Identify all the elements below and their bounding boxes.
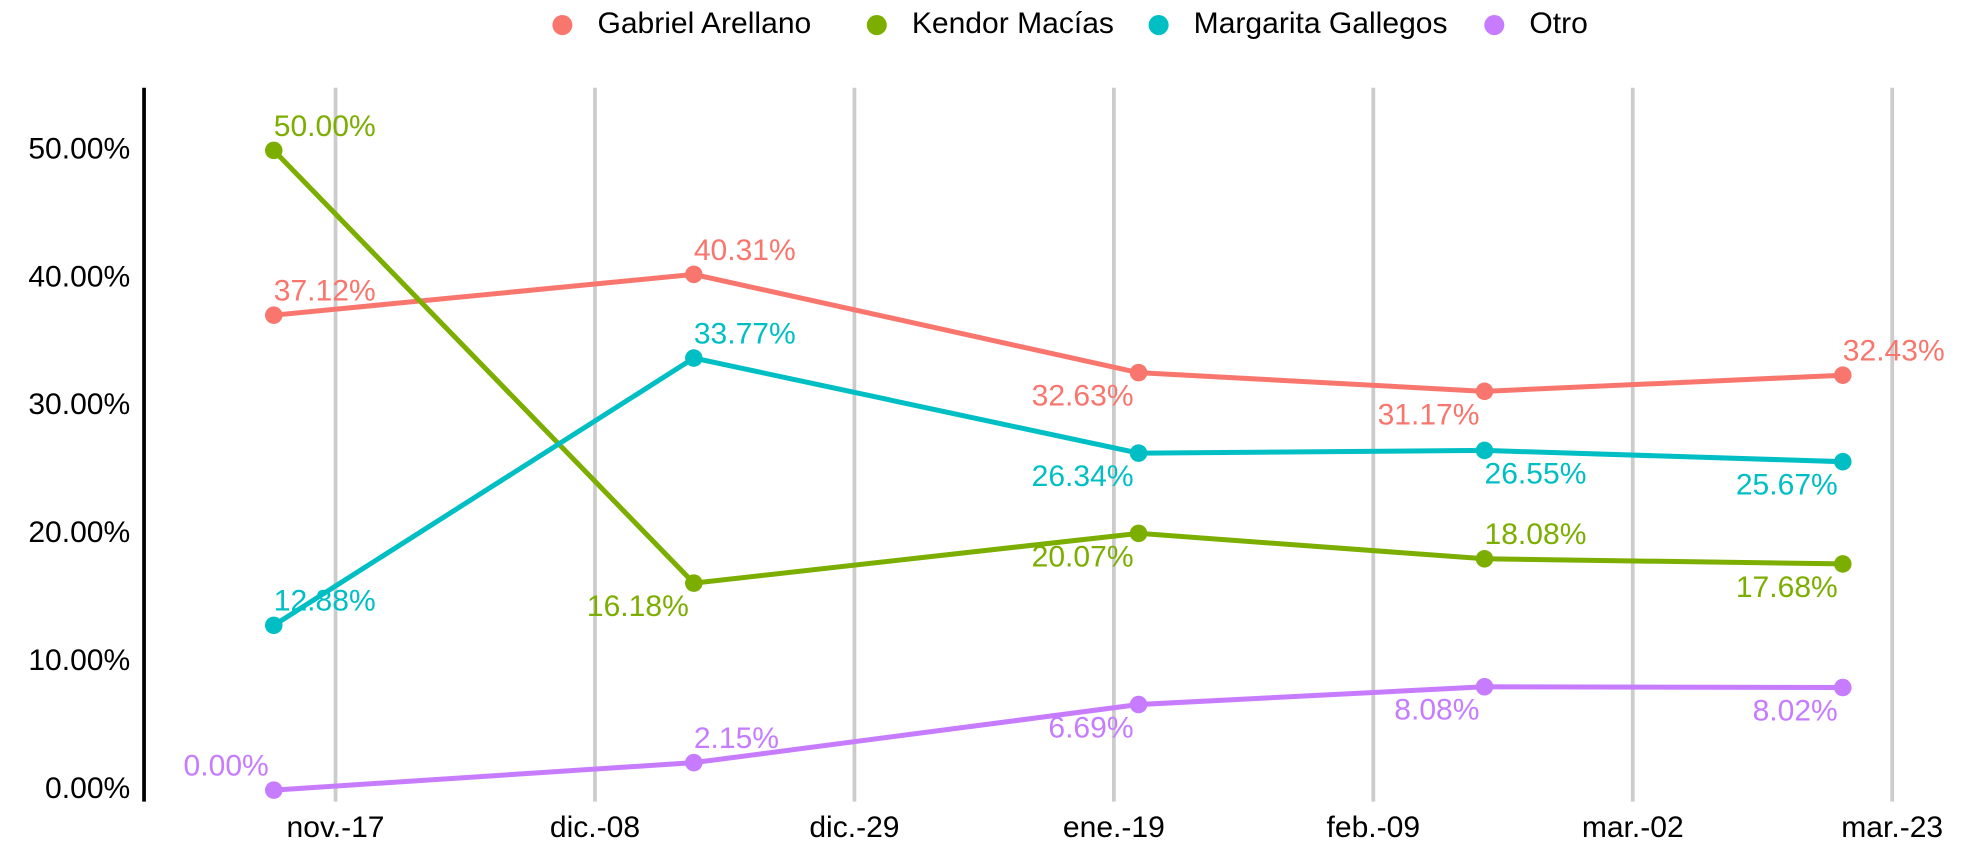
point <box>264 616 283 635</box>
point <box>264 306 283 324</box>
series-line <box>271 148 1843 586</box>
data-label: 8.02% <box>1753 695 1838 728</box>
legend-label: Kendor Macías <box>912 7 1114 40</box>
data-label: 2.15% <box>694 722 779 755</box>
point <box>1129 524 1148 543</box>
x-tick-label: dic.-29 <box>809 811 899 843</box>
point <box>1475 441 1494 460</box>
data-label: 17.68% <box>1736 571 1838 604</box>
data-label: 50.00% <box>274 110 376 143</box>
x-tick-label: feb.-09 <box>1327 811 1421 843</box>
point <box>685 265 703 284</box>
y-tick-label: 50.00% <box>28 132 130 165</box>
data-label: 32.43% <box>1843 335 1945 368</box>
legend-marker <box>552 15 573 36</box>
data-label: 40.31% <box>694 234 796 267</box>
y-tick-label: 0.00% <box>45 772 130 805</box>
point <box>264 781 283 799</box>
y-tick-label: 30.00% <box>28 388 130 421</box>
point <box>1834 555 1852 573</box>
point <box>1834 678 1852 697</box>
data-label: 8.08% <box>1394 694 1479 727</box>
legend-label: Otro <box>1529 7 1587 40</box>
data-label: 26.34% <box>1032 460 1134 493</box>
series-line <box>273 271 1843 394</box>
legend-marker <box>1148 15 1169 36</box>
data-label: 6.69% <box>1048 712 1133 745</box>
data-label: 18.08% <box>1485 518 1587 551</box>
x-tick-label: dic.-08 <box>550 811 640 843</box>
point <box>1834 366 1852 384</box>
data-label: 33.77% <box>694 317 796 350</box>
x-tick-label: mar.-23 <box>1841 811 1943 843</box>
x-tick-label: nov.-17 <box>287 811 385 843</box>
data-label: 0.00% <box>184 750 269 783</box>
y-tick-label: 20.00% <box>28 516 130 549</box>
data-label: 16.18% <box>587 590 689 623</box>
data-label: 32.63% <box>1032 380 1134 413</box>
point <box>685 753 703 772</box>
point <box>1129 695 1148 714</box>
data-label: 37.12% <box>274 275 376 308</box>
point <box>1475 382 1494 401</box>
legend-label: Margarita Gallegos <box>1194 7 1448 40</box>
point <box>685 349 703 367</box>
data-label: 25.67% <box>1736 469 1838 502</box>
point <box>685 574 703 592</box>
y-tick-label: 10.00% <box>28 644 130 677</box>
point <box>1129 363 1148 382</box>
data-label: 26.55% <box>1485 457 1587 490</box>
point <box>1475 550 1494 568</box>
point <box>1475 677 1494 696</box>
point <box>1834 452 1852 471</box>
x-tick-label: mar.-02 <box>1582 811 1684 843</box>
y-tick-label: 40.00% <box>28 260 130 293</box>
point <box>264 141 283 160</box>
data-label: 20.07% <box>1032 540 1134 573</box>
legend-label: Gabriel Arellano <box>597 7 811 40</box>
point <box>1129 444 1148 462</box>
data-label: 12.88% <box>274 585 376 618</box>
legend-marker <box>866 15 887 36</box>
data-label: 31.17% <box>1378 398 1480 431</box>
legend-marker <box>1484 15 1505 36</box>
x-tick-label: ene.-19 <box>1063 811 1165 843</box>
